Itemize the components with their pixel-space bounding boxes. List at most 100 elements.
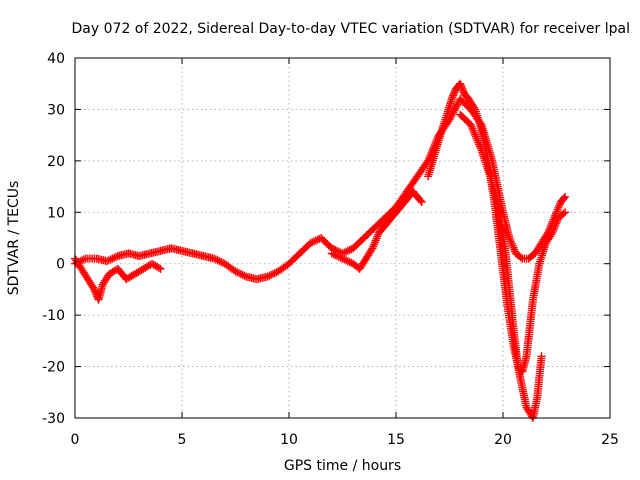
plot-frame [74,57,611,419]
data-point [231,267,240,276]
data-point [372,234,381,243]
x-tick-label: 0 [71,432,80,448]
data-point [537,352,546,361]
chart-title: Day 072 of 2022, Sidereal Day-to-day VTE… [72,21,630,37]
data-point [154,263,163,272]
data-point [417,198,426,206]
data-point [373,232,382,241]
data-point [90,285,99,294]
data-point [215,257,224,266]
y-tick-label: 30 [47,102,65,118]
data-point [343,257,352,266]
y-tick-label: 10 [47,205,65,221]
data-point [457,83,466,92]
y-tick-label: -10 [42,308,65,324]
data-point [452,102,461,111]
y-tick-label: -20 [42,360,65,376]
data-point [549,225,558,233]
data-point [345,246,354,254]
data-point [340,255,349,264]
data-point [559,209,568,218]
data-point [370,240,379,249]
data-point [106,255,115,264]
data-point [559,194,568,203]
data-point [551,221,560,230]
data-series [456,110,570,376]
data-point [449,90,458,98]
data-point [265,271,274,280]
data-point [371,236,380,245]
data-point [509,243,518,252]
data-point [449,91,458,100]
data-point [211,255,220,264]
y-tick-label: 0 [56,257,65,273]
data-point [470,103,479,112]
data-point [548,228,557,237]
data-point [451,104,460,113]
x-tick-label: 5 [178,432,187,448]
data-point [342,247,351,256]
data-point [233,268,242,277]
data-point [507,237,516,246]
data-point [508,241,517,250]
data-point [456,81,465,90]
data-point [309,237,318,246]
y-tick-label: -30 [42,411,65,427]
data-point [367,246,376,254]
data-point [453,100,462,109]
data-point [236,270,245,278]
data-series [71,254,165,304]
data-point [510,245,519,254]
data-point [108,254,117,263]
data-point [235,269,244,278]
data-point [334,252,343,261]
y-tick-label: 40 [47,51,65,67]
data-point [79,255,88,264]
data-point [340,248,349,257]
data-point [555,201,564,210]
data-point [547,230,556,239]
data-point [342,256,351,265]
data-point [333,252,342,260]
data-point [456,79,465,88]
data-point [449,108,458,117]
data-point [103,257,112,266]
data-point [561,192,570,201]
y-axis-label: SDTVAR / TECUs [6,181,22,296]
data-point [343,246,352,255]
data-point [458,84,467,93]
data-point [447,95,456,104]
x-tick-label: 15 [387,432,405,448]
data-point [370,238,379,247]
data-point [112,252,121,261]
data-point [268,270,277,278]
x-axis-label: GPS time / hours [284,458,401,474]
data-point [311,236,320,245]
data-point [156,264,165,273]
data-point [306,239,315,248]
data-point [110,253,119,262]
data-point [217,258,226,266]
data-point [336,253,345,262]
x-tick-label: 25 [601,432,619,448]
y-tick-label: 20 [47,154,65,170]
data-point [263,272,272,281]
data-point [345,258,354,266]
data-point [459,86,468,95]
data-point [561,208,570,217]
data-point [267,270,276,279]
data-point [210,254,219,263]
data-point [553,217,562,226]
data-series [327,187,426,273]
data-point [331,251,340,260]
data-point [90,287,99,296]
data-point [238,270,247,279]
data-point [327,249,336,258]
data-point [552,219,561,228]
data-point [416,196,425,205]
x-tick-label: 10 [280,432,298,448]
axis-ticks: 0 5 10 15 20 25 -30 -20 -10 0 10 20 30 40 [42,51,619,448]
data-point [89,283,98,292]
data-point [240,271,249,280]
data-point [516,253,525,262]
